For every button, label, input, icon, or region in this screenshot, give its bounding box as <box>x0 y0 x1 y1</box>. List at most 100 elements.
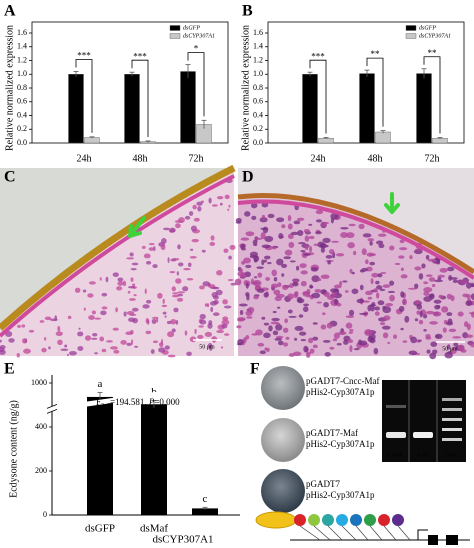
tissue-cell <box>259 217 268 223</box>
tissue-cell <box>308 223 313 226</box>
tissue-cell <box>356 298 365 304</box>
tissue-cell <box>169 227 176 233</box>
tissue-cell <box>101 292 108 297</box>
tissue-cell <box>60 348 69 352</box>
tissue-cell <box>290 231 299 236</box>
tissue <box>238 198 474 356</box>
tissue-cell <box>303 253 311 256</box>
tissue-cell <box>409 255 413 260</box>
tissue-cell <box>374 311 380 316</box>
tissue-cell <box>277 306 281 309</box>
annotation-part: =194.581, <box>110 397 149 407</box>
tissue-cell <box>263 322 270 326</box>
tissue-cell <box>145 330 152 335</box>
tissue-cell <box>325 255 333 259</box>
tissue-cell <box>222 316 229 321</box>
tissue-cell <box>376 292 380 299</box>
tissue-cell <box>171 294 180 298</box>
bar <box>192 508 218 515</box>
significance-label: ** <box>428 48 438 58</box>
tissue-cell <box>261 259 265 266</box>
legend-label: dsGFP <box>183 25 200 31</box>
tissue-cell <box>191 238 199 243</box>
tissue-cell <box>127 290 131 294</box>
tissue-cell <box>223 305 232 309</box>
tissue-cell <box>276 258 284 266</box>
tissue-cell <box>237 339 244 346</box>
tissue-cell <box>348 223 356 227</box>
tissue-cell <box>429 321 438 325</box>
y-tick-label: 0.0 <box>253 138 263 147</box>
tissue-cell <box>375 280 380 285</box>
tissue-cell <box>300 280 307 287</box>
tissue-cell <box>251 215 257 221</box>
tissue-cell <box>262 226 269 234</box>
tissue-cell <box>311 292 321 299</box>
bar <box>124 74 140 144</box>
tissue-cell <box>143 253 151 259</box>
tissue-cell <box>193 217 200 222</box>
tissue-cell <box>463 321 469 328</box>
tissue-cell <box>302 291 311 297</box>
y-tick-label: 0.6 <box>253 97 263 106</box>
tissue-cell <box>387 341 391 345</box>
gel-band <box>386 405 406 408</box>
tissue-cell <box>152 264 158 269</box>
x-tick-label: 72h <box>189 153 204 164</box>
tissue-cell <box>234 278 242 286</box>
tissue-cell <box>371 302 376 307</box>
legend-label: dsGFP <box>419 25 436 31</box>
tissue-cell <box>282 327 289 333</box>
tissue-cell <box>204 331 213 337</box>
tissue-cell <box>402 298 408 306</box>
tissue-cell <box>271 269 278 277</box>
tissue-cell <box>369 253 376 257</box>
tissue-cell <box>303 228 311 234</box>
tissue-cell <box>314 288 322 293</box>
tissue-cell <box>253 295 259 300</box>
tissue-cell <box>448 275 453 281</box>
tissue-cell <box>315 209 324 215</box>
tissue-cell <box>419 310 423 318</box>
tissue-cell <box>432 311 442 317</box>
tissue-cell <box>250 202 258 209</box>
tissue-cell <box>238 303 248 307</box>
tissue-cell <box>245 310 253 316</box>
tissue-cell <box>348 309 355 317</box>
tissue-cell <box>101 306 108 310</box>
tissue-cell <box>224 194 230 200</box>
domain <box>322 514 334 526</box>
panel-label: E <box>4 361 15 378</box>
tissue-cell <box>343 339 349 345</box>
tissue-cell <box>442 327 447 333</box>
tissue-cell <box>215 289 223 296</box>
tissue-cell <box>246 316 253 319</box>
panel-f: pGADT7-Cncc-MafpHis2-Cyp307A1ppGADT7-Maf… <box>255 366 470 545</box>
tissue-cell <box>117 277 124 282</box>
tissue-cell <box>323 301 329 308</box>
tissue-cell <box>173 307 179 313</box>
tissue-cell <box>163 227 171 231</box>
tissue-cell <box>347 339 354 344</box>
tissue-cell <box>17 324 21 328</box>
bar <box>359 73 375 144</box>
cuticle <box>0 164 236 331</box>
tissue-cell <box>261 244 271 249</box>
y-tick-label: 0.2 <box>253 124 263 133</box>
tissue-cell <box>241 260 246 265</box>
tissue-cell <box>370 278 374 285</box>
tissue-cell <box>227 208 230 211</box>
tissue-cell <box>267 262 272 265</box>
tissue-cell <box>256 288 265 293</box>
domain <box>308 514 320 526</box>
tissue-cell <box>465 282 472 289</box>
tissue-cell <box>399 247 408 251</box>
tissue-cell <box>332 338 338 342</box>
exon <box>428 535 438 545</box>
tissue-cell <box>400 267 404 272</box>
tissue-cell <box>288 353 295 357</box>
tissue-cell <box>162 298 165 304</box>
tissue-cell <box>21 324 26 328</box>
tissue-cell <box>414 318 419 322</box>
tissue-cell <box>311 275 320 283</box>
